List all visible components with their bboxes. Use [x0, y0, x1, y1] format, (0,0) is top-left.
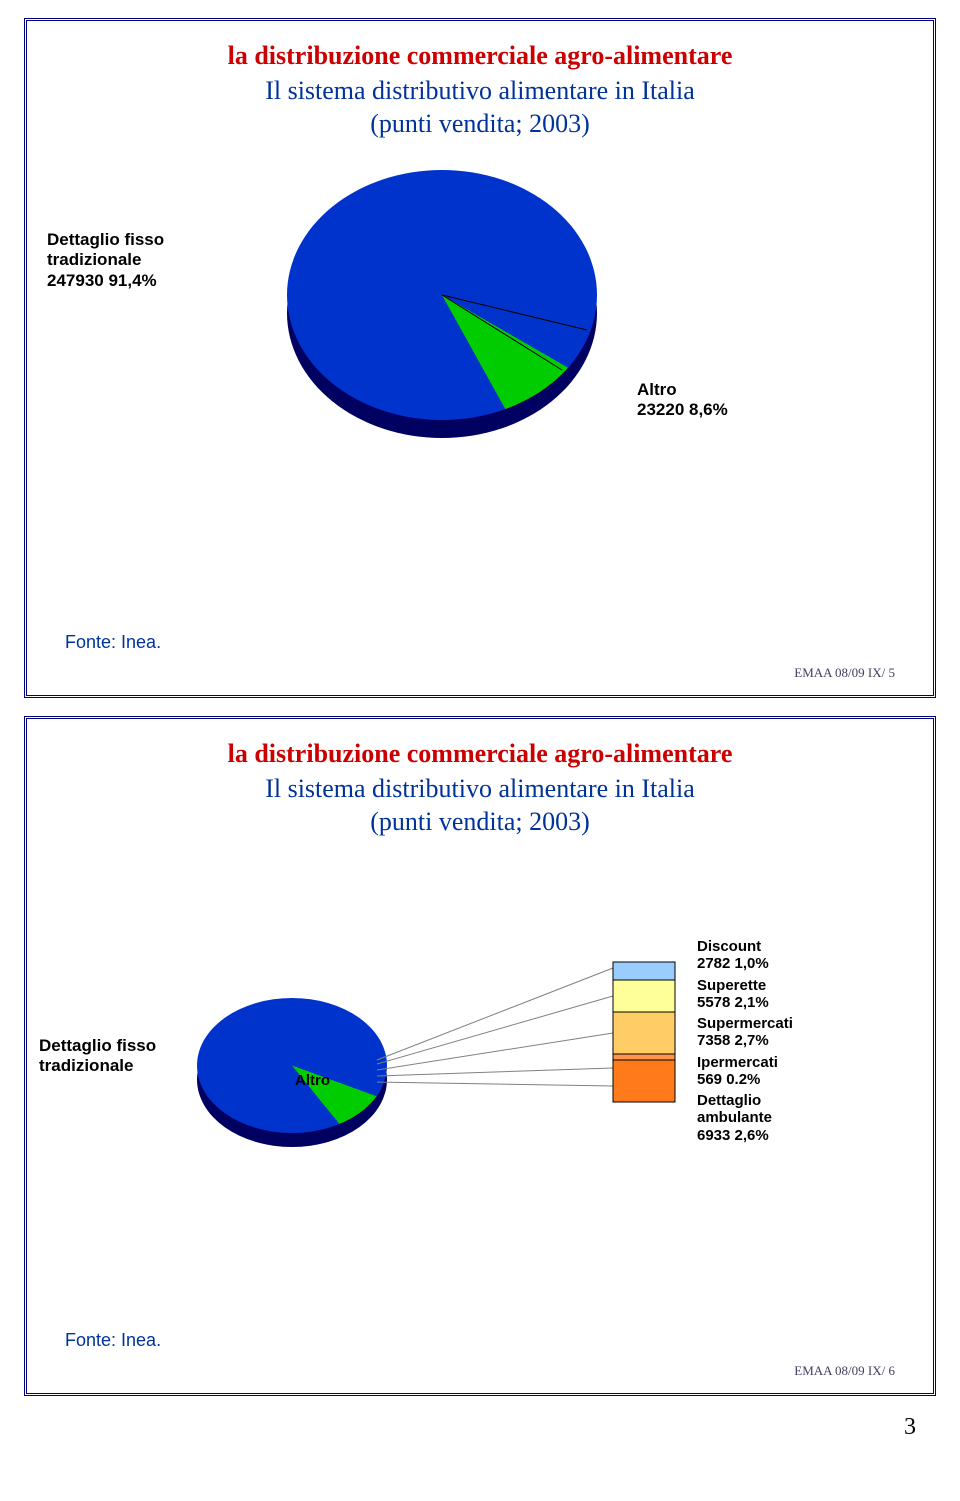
slide2-pie-altro-label: Altro [295, 1072, 330, 1090]
stack-label-supermercati: Supermercati7358 2,7% [697, 1015, 793, 1050]
slide2-stack-labels: Discount2782 1,0% Superette5578 2,1%Super… [697, 938, 793, 1144]
slide1-chart-area: Dettaglio fisso tradizionale 247930 91,4… [57, 140, 903, 570]
slide2-stacked-bar [609, 958, 679, 1118]
label-line: Dettaglio fisso [47, 230, 164, 250]
stack-label-ambulante: Dettaglioambulante6933 2,6% [697, 1092, 793, 1144]
slide2-footer: EMAA 08/09 IX/ 6 [794, 1363, 895, 1379]
slide2-pie [197, 998, 387, 1147]
section-supertitle: la distribuzione commerciale agro-alimen… [57, 739, 903, 769]
label-line: Altro [637, 380, 728, 400]
slide-2: la distribuzione commerciale agro-alimen… [24, 716, 936, 1396]
slide-1: la distribuzione commerciale agro-alimen… [24, 18, 936, 698]
slide2-title-line1: Il sistema distributivo alimentare in It… [265, 774, 695, 803]
stack-label-discount: Discount2782 1,0% [697, 938, 793, 973]
slide1-source: Fonte: Inea. [65, 632, 161, 653]
label-line: tradizionale [47, 250, 164, 270]
stack-label-ipermercati: Ipermercati569 0.2% [697, 1054, 793, 1089]
slide2-source: Fonte: Inea. [65, 1330, 161, 1351]
slide1-callout-tradizionale: Dettaglio fisso tradizionale 247930 91,4… [47, 230, 164, 291]
slide1-title-line2: (punti vendita; 2003) [370, 109, 590, 138]
slide2-title: Il sistema distributivo alimentare in It… [57, 773, 903, 838]
label-line: tradizionale [39, 1056, 156, 1076]
label-line: 23220 8,6% [637, 400, 728, 420]
label-line: 247930 91,4% [47, 271, 164, 291]
stack-label-superette: Superette5578 2,1% [697, 977, 793, 1012]
slide1-pie [287, 170, 597, 438]
slide2-title-line2: (punti vendita; 2003) [370, 807, 590, 836]
slide2-callout-tradizionale: Dettaglio fisso tradizionale [39, 1036, 156, 1077]
slide1-title: Il sistema distributivo alimentare in It… [57, 75, 903, 140]
slide1-footer: EMAA 08/09 IX/ 5 [794, 665, 895, 681]
section-supertitle: la distribuzione commerciale agro-alimen… [57, 41, 903, 71]
slide2-chart-area: Dettaglio fisso tradizionale Altro Disco… [57, 838, 903, 1268]
page-number: 3 [0, 1414, 916, 1441]
label-line: Dettaglio fisso [39, 1036, 156, 1056]
slide1-title-line1: Il sistema distributivo alimentare in It… [265, 76, 695, 105]
slide1-callout-altro: Altro 23220 8,6% [637, 380, 728, 421]
